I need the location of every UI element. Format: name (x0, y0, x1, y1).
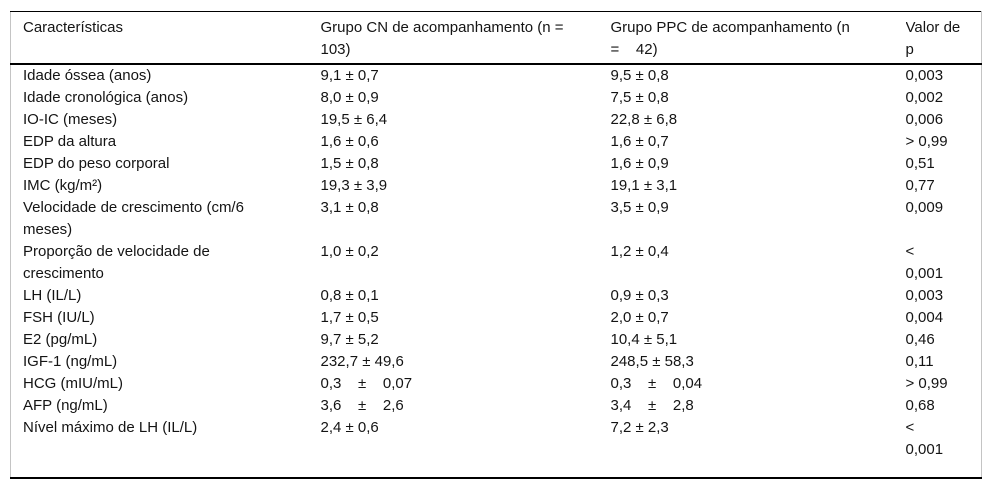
cell-p-value: 0,002 (905, 89, 944, 106)
table-row: EDP da altura 1,6 ± 0,6 1,6 ± 0,7 > 0,99 (11, 131, 982, 153)
cell-cn-value: 1,0 ± 0,2 (320, 243, 379, 260)
cell-p-value: 0,11 (905, 353, 934, 370)
cell-cn-value: 0,3 ± 0,07 (320, 375, 413, 392)
table-row: Proporção de velocidade de crescimento 1… (11, 241, 982, 285)
cell-ppc-value: 19,1 ± 3,1 (610, 177, 678, 194)
cell-ppc-value: 22,8 ± 6,8 (610, 111, 678, 128)
cell-p-value: 0,51 (905, 155, 935, 172)
table-row: LH (IL/L) 0,8 ± 0,1 0,9 ± 0,3 0,003 (11, 285, 982, 307)
cell-p-value: 0,004 (905, 309, 944, 326)
table-row: IMC (kg/m²) 19,3 ± 3,9 19,1 ± 3,1 0,77 (11, 175, 982, 197)
cell-p-value: 0,46 (905, 331, 935, 348)
cell-cn-value: 232,7 ± 49,6 (320, 353, 404, 370)
cell-cn-value: 1,5 ± 0,8 (320, 155, 379, 172)
cell-characteristic: FSH (IU/L) (23, 309, 95, 326)
cell-cn-value: 1,6 ± 0,6 (320, 133, 379, 150)
table-body: Idade óssea (anos) 9,1 ± 0,7 9,5 ± 0,8 0… (11, 64, 982, 478)
header-row: Características Grupo CN de acompanhamen… (10, 11, 982, 65)
cell-cn-value: 0,8 ± 0,1 (320, 287, 379, 304)
column-header-grupo-cn: Grupo CN de acompanhamento (n = 103) (320, 11, 611, 65)
cell-cn-value: 3,1 ± 0,8 (320, 199, 379, 216)
table-row: FSH (IU/L) 1,7 ± 0,5 2,0 ± 0,7 0,004 (11, 307, 982, 329)
table-row: IGF-1 (ng/mL) 232,7 ± 49,6 248,5 ± 58,3 … (11, 351, 982, 373)
cell-characteristic: IGF-1 (ng/mL) (23, 353, 118, 370)
cell-p-value: < 0,001 (905, 419, 944, 458)
cell-p-value: 0,003 (905, 67, 944, 84)
column-header-valor-p: Valor de p (905, 11, 982, 65)
cell-p-value: > 0,99 (905, 375, 948, 392)
cell-characteristic: Nível máximo de LH (IL/L) (23, 419, 198, 436)
table-row: IO-IC (meses) 19,5 ± 6,4 22,8 ± 6,8 0,00… (11, 109, 982, 131)
cell-cn-value: 2,4 ± 0,6 (320, 419, 379, 436)
paper-page: Características Grupo CN de acompanhamen… (10, 11, 982, 479)
cell-p-value: 0,77 (905, 177, 935, 194)
cell-cn-value: 9,1 ± 0,7 (320, 67, 379, 84)
cell-cn-value: 1,7 ± 0,5 (320, 309, 379, 326)
table-row: Idade cronológica (anos) 8,0 ± 0,9 7,5 ±… (11, 87, 982, 109)
cell-characteristic: E2 (pg/mL) (23, 331, 98, 348)
cell-characteristic: Idade cronológica (anos) (23, 89, 189, 106)
characteristics-comparison-table: Características Grupo CN de acompanhamen… (10, 11, 982, 479)
cell-p-value: 0,003 (905, 287, 944, 304)
cell-ppc-value: 3,5 ± 0,9 (610, 199, 669, 216)
table-row: E2 (pg/mL) 9,7 ± 5,2 10,4 ± 5,1 0,46 (11, 329, 982, 351)
cell-ppc-value: 3,4 ± 2,8 (610, 397, 694, 414)
cell-p-value: < 0,001 (905, 243, 944, 282)
cell-ppc-value: 0,9 ± 0,3 (610, 287, 669, 304)
table-row: Idade óssea (anos) 9,1 ± 0,7 9,5 ± 0,8 0… (11, 64, 982, 87)
cell-ppc-value: 2,0 ± 0,7 (610, 309, 669, 326)
cell-p-value: 0,006 (905, 111, 944, 128)
cell-cn-value: 19,3 ± 3,9 (320, 177, 388, 194)
cell-characteristic: EDP do peso corporal (23, 155, 170, 172)
cell-characteristic: IO-IC (meses) (23, 111, 118, 128)
table-row: EDP do peso corporal 1,5 ± 0,8 1,6 ± 0,9… (11, 153, 982, 175)
cell-cn-value: 3,6 ± 2,6 (320, 397, 404, 414)
cell-cn-value: 19,5 ± 6,4 (320, 111, 388, 128)
table-header: Características Grupo CN de acompanhamen… (10, 11, 982, 65)
cell-cn-value: 8,0 ± 0,9 (320, 89, 379, 106)
column-header-grupo-ppc: Grupo PPC de acompanhamento (n = 42) (610, 11, 906, 65)
table-row: Velocidade de crescimento (cm/6 meses) 3… (11, 197, 982, 241)
cell-characteristic: Idade óssea (anos) (23, 67, 152, 84)
cell-ppc-value: 0,3 ± 0,04 (610, 375, 703, 392)
cell-characteristic: EDP da altura (23, 133, 117, 150)
cell-p-value: 0,68 (905, 397, 935, 414)
cell-ppc-value: 1,2 ± 0,4 (610, 243, 669, 260)
cell-ppc-value: 9,5 ± 0,8 (610, 67, 669, 84)
cell-characteristic: Velocidade de crescimento (cm/6 meses) (23, 199, 244, 238)
cell-characteristic: AFP (ng/mL) (23, 397, 108, 414)
cell-p-value: > 0,99 (905, 133, 948, 150)
cell-p-value: 0,009 (905, 199, 944, 216)
cell-ppc-value: 248,5 ± 58,3 (610, 353, 694, 370)
table-row: Nível máximo de LH (IL/L) 2,4 ± 0,6 7,2 … (11, 417, 982, 478)
cell-ppc-value: 1,6 ± 0,7 (610, 133, 669, 150)
cell-ppc-value: 7,2 ± 2,3 (610, 419, 669, 436)
cell-ppc-value: 7,5 ± 0,8 (610, 89, 669, 106)
cell-characteristic: IMC (kg/m²) (23, 177, 103, 194)
cell-cn-value: 9,7 ± 5,2 (320, 331, 379, 348)
cell-ppc-value: 1,6 ± 0,9 (610, 155, 669, 172)
table-row: HCG (mIU/mL) 0,3 ± 0,07 0,3 ± 0,04 > 0,9… (11, 373, 982, 395)
table-row: AFP (ng/mL) 3,6 ± 2,6 3,4 ± 2,8 0,68 (11, 395, 982, 417)
column-header-caracteristicas: Características (10, 11, 321, 65)
cell-characteristic: Proporção de velocidade de crescimento (23, 243, 210, 282)
cell-characteristic: LH (IL/L) (23, 287, 82, 304)
cell-ppc-value: 10,4 ± 5,1 (610, 331, 678, 348)
cell-characteristic: HCG (mIU/mL) (23, 375, 123, 392)
